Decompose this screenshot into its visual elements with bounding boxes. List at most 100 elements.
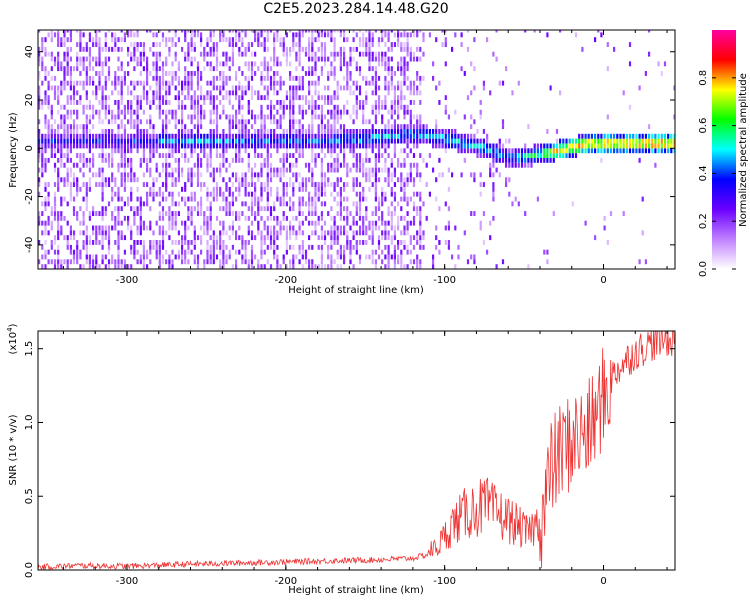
spectrogram-cell-1507 — [203, 66, 206, 72]
spectrogram-cell-417 — [82, 80, 85, 86]
spectrogram-cell-3286 — [397, 220, 400, 226]
spectrogram-cell-1982 — [257, 206, 260, 212]
spectrogram-cell-2836 — [346, 129, 349, 134]
spectrogram-cell-611 — [104, 133, 107, 139]
spectrogram-cell-1198 — [171, 215, 174, 221]
spectrogram-cell-2895 — [355, 244, 358, 250]
spectrogram-cell-705 — [114, 32, 117, 38]
spectrogram-cell-2743 — [336, 153, 339, 158]
spectrogram-cell-3373 — [406, 264, 409, 269]
spectrogram-cell-3219 — [390, 240, 393, 245]
spectrogram-cell-2666 — [330, 240, 333, 245]
spectrogram-cell-1318 — [184, 138, 187, 144]
spectrogram-cell-3671 — [473, 66, 476, 72]
spectrogram-cell-3547 — [435, 235, 438, 241]
spectrogram-cell-614 — [104, 109, 107, 115]
spectrogram-cell-2969 — [362, 129, 365, 134]
spectrogram-cell-2409 — [301, 143, 304, 149]
spectrogram-cell-1488 — [200, 37, 203, 43]
spectrogram-cell-3456 — [416, 254, 419, 260]
spectrogram-cell-629 — [107, 249, 111, 255]
spectrogram-cell-3223 — [390, 215, 393, 221]
spectrogram-cell-23 — [38, 71, 41, 76]
spectrogram-cell-2569 — [317, 30, 320, 33]
spectrogram-cell-1595 — [212, 85, 215, 91]
spectrogram-cell-1985 — [257, 177, 260, 183]
spectrogram-cell-1598 — [212, 66, 215, 72]
spectrogram-cell-3967 — [635, 143, 638, 149]
spectrogram-cell-2764 — [339, 215, 342, 221]
spectrogram-cell-776 — [123, 201, 126, 207]
spectrogram-cell-446 — [85, 104, 88, 110]
spectrogram-cell-638 — [107, 162, 111, 168]
spectrogram-cell-2778 — [339, 124, 342, 130]
spectrogram-cell-1799 — [235, 75, 238, 81]
spectrogram-cell-1294 — [181, 109, 184, 115]
spectrogram-cell-3795 — [527, 162, 530, 168]
spectrogram-cell-797 — [123, 37, 126, 43]
spectrogram-cell-584 — [101, 143, 104, 149]
spectrogram-cell-937 — [139, 42, 142, 47]
spectrogram-cell-3789 — [524, 157, 527, 163]
spectrogram-cell-1873 — [244, 172, 247, 178]
spectrogram-cell-3144 — [381, 114, 384, 120]
spectrogram-cell-228 — [63, 196, 66, 202]
spectrogram-cell-510 — [92, 56, 95, 62]
spectrogram-cell-472 — [88, 133, 91, 139]
spectrogram-cell-1558 — [209, 129, 212, 134]
spectrogram-cell-3717 — [492, 196, 495, 202]
spectrogram-cell-505 — [92, 104, 95, 110]
spectrogram-cell-3995 — [648, 30, 651, 33]
spectrogram-cell-117 — [50, 148, 53, 154]
spectrogram-cell-137 — [53, 240, 57, 245]
spectrogram-cell-2811 — [343, 85, 346, 91]
spectrogram-cell-1476 — [200, 124, 203, 130]
spectrogram-cell-1715 — [225, 75, 228, 81]
spectrogram-cell-3483 — [419, 244, 422, 250]
spectrogram-cell-1755 — [231, 191, 234, 197]
spectrogram-cell-562 — [98, 37, 101, 43]
spectrogram-cell-1589 — [212, 129, 215, 134]
spectrogram-cell-1624 — [215, 104, 219, 110]
spectrogram-cell-3784 — [520, 157, 524, 163]
spectrogram-cell-2448 — [308, 235, 311, 241]
spectrogram-cell-364 — [76, 80, 79, 86]
spectrogram-cell-1904 — [247, 133, 250, 139]
spectrogram-cell-3076 — [374, 162, 377, 168]
spectrogram-cell-2009 — [260, 196, 263, 202]
spectrogram-cell-1383 — [190, 104, 193, 110]
spectrogram-cell-3810 — [536, 157, 539, 163]
spectrogram-cell-1483 — [200, 85, 203, 91]
spectrogram-cell-791 — [123, 114, 126, 120]
spectrogram-cell-3368 — [403, 56, 406, 62]
spectrogram-cell-3747 — [501, 143, 505, 149]
spectrogram-cell-585 — [101, 138, 104, 144]
spectrogram-cell-1126 — [161, 80, 165, 86]
spectrogram-cell-1277 — [181, 249, 184, 255]
spectrogram-cell-1388 — [190, 75, 193, 81]
spectrogram-cell-2935 — [358, 182, 362, 187]
spectrogram-cell-1203 — [171, 182, 174, 187]
spectrogram-cell-2913 — [355, 114, 358, 120]
spectrogram-cell-3444 — [412, 124, 416, 130]
spectrogram-cell-3592 — [447, 244, 450, 250]
spectrogram-cell-1463 — [200, 211, 203, 216]
spectrogram-cell-3836 — [552, 211, 555, 216]
spectrogram-cell-1840 — [241, 211, 244, 216]
spectrogram-cell-2823 — [346, 230, 349, 236]
spectrogram-cell-2939 — [358, 153, 362, 158]
spectrogram-cell-1995 — [257, 66, 260, 72]
spectrogram-cell-3426 — [409, 46, 412, 52]
spectrogram-cell-795 — [123, 75, 126, 81]
spectrogram-cell-1411 — [193, 138, 196, 144]
spectrogram-cell-3651 — [470, 172, 473, 178]
spectrogram-cell-1554 — [209, 148, 212, 154]
spectrogram-cell-1945 — [250, 66, 254, 72]
spectrogram-cell-3850 — [559, 90, 562, 96]
spectrogram-cell-1428 — [196, 254, 200, 260]
spectrogram-cell-1137 — [165, 196, 168, 202]
spectrogram-cell-1887 — [244, 32, 247, 38]
spectrogram-cell-157 — [53, 85, 57, 91]
spectrogram-cell-1590 — [212, 119, 215, 125]
spectrogram-cell-1466 — [200, 196, 203, 202]
